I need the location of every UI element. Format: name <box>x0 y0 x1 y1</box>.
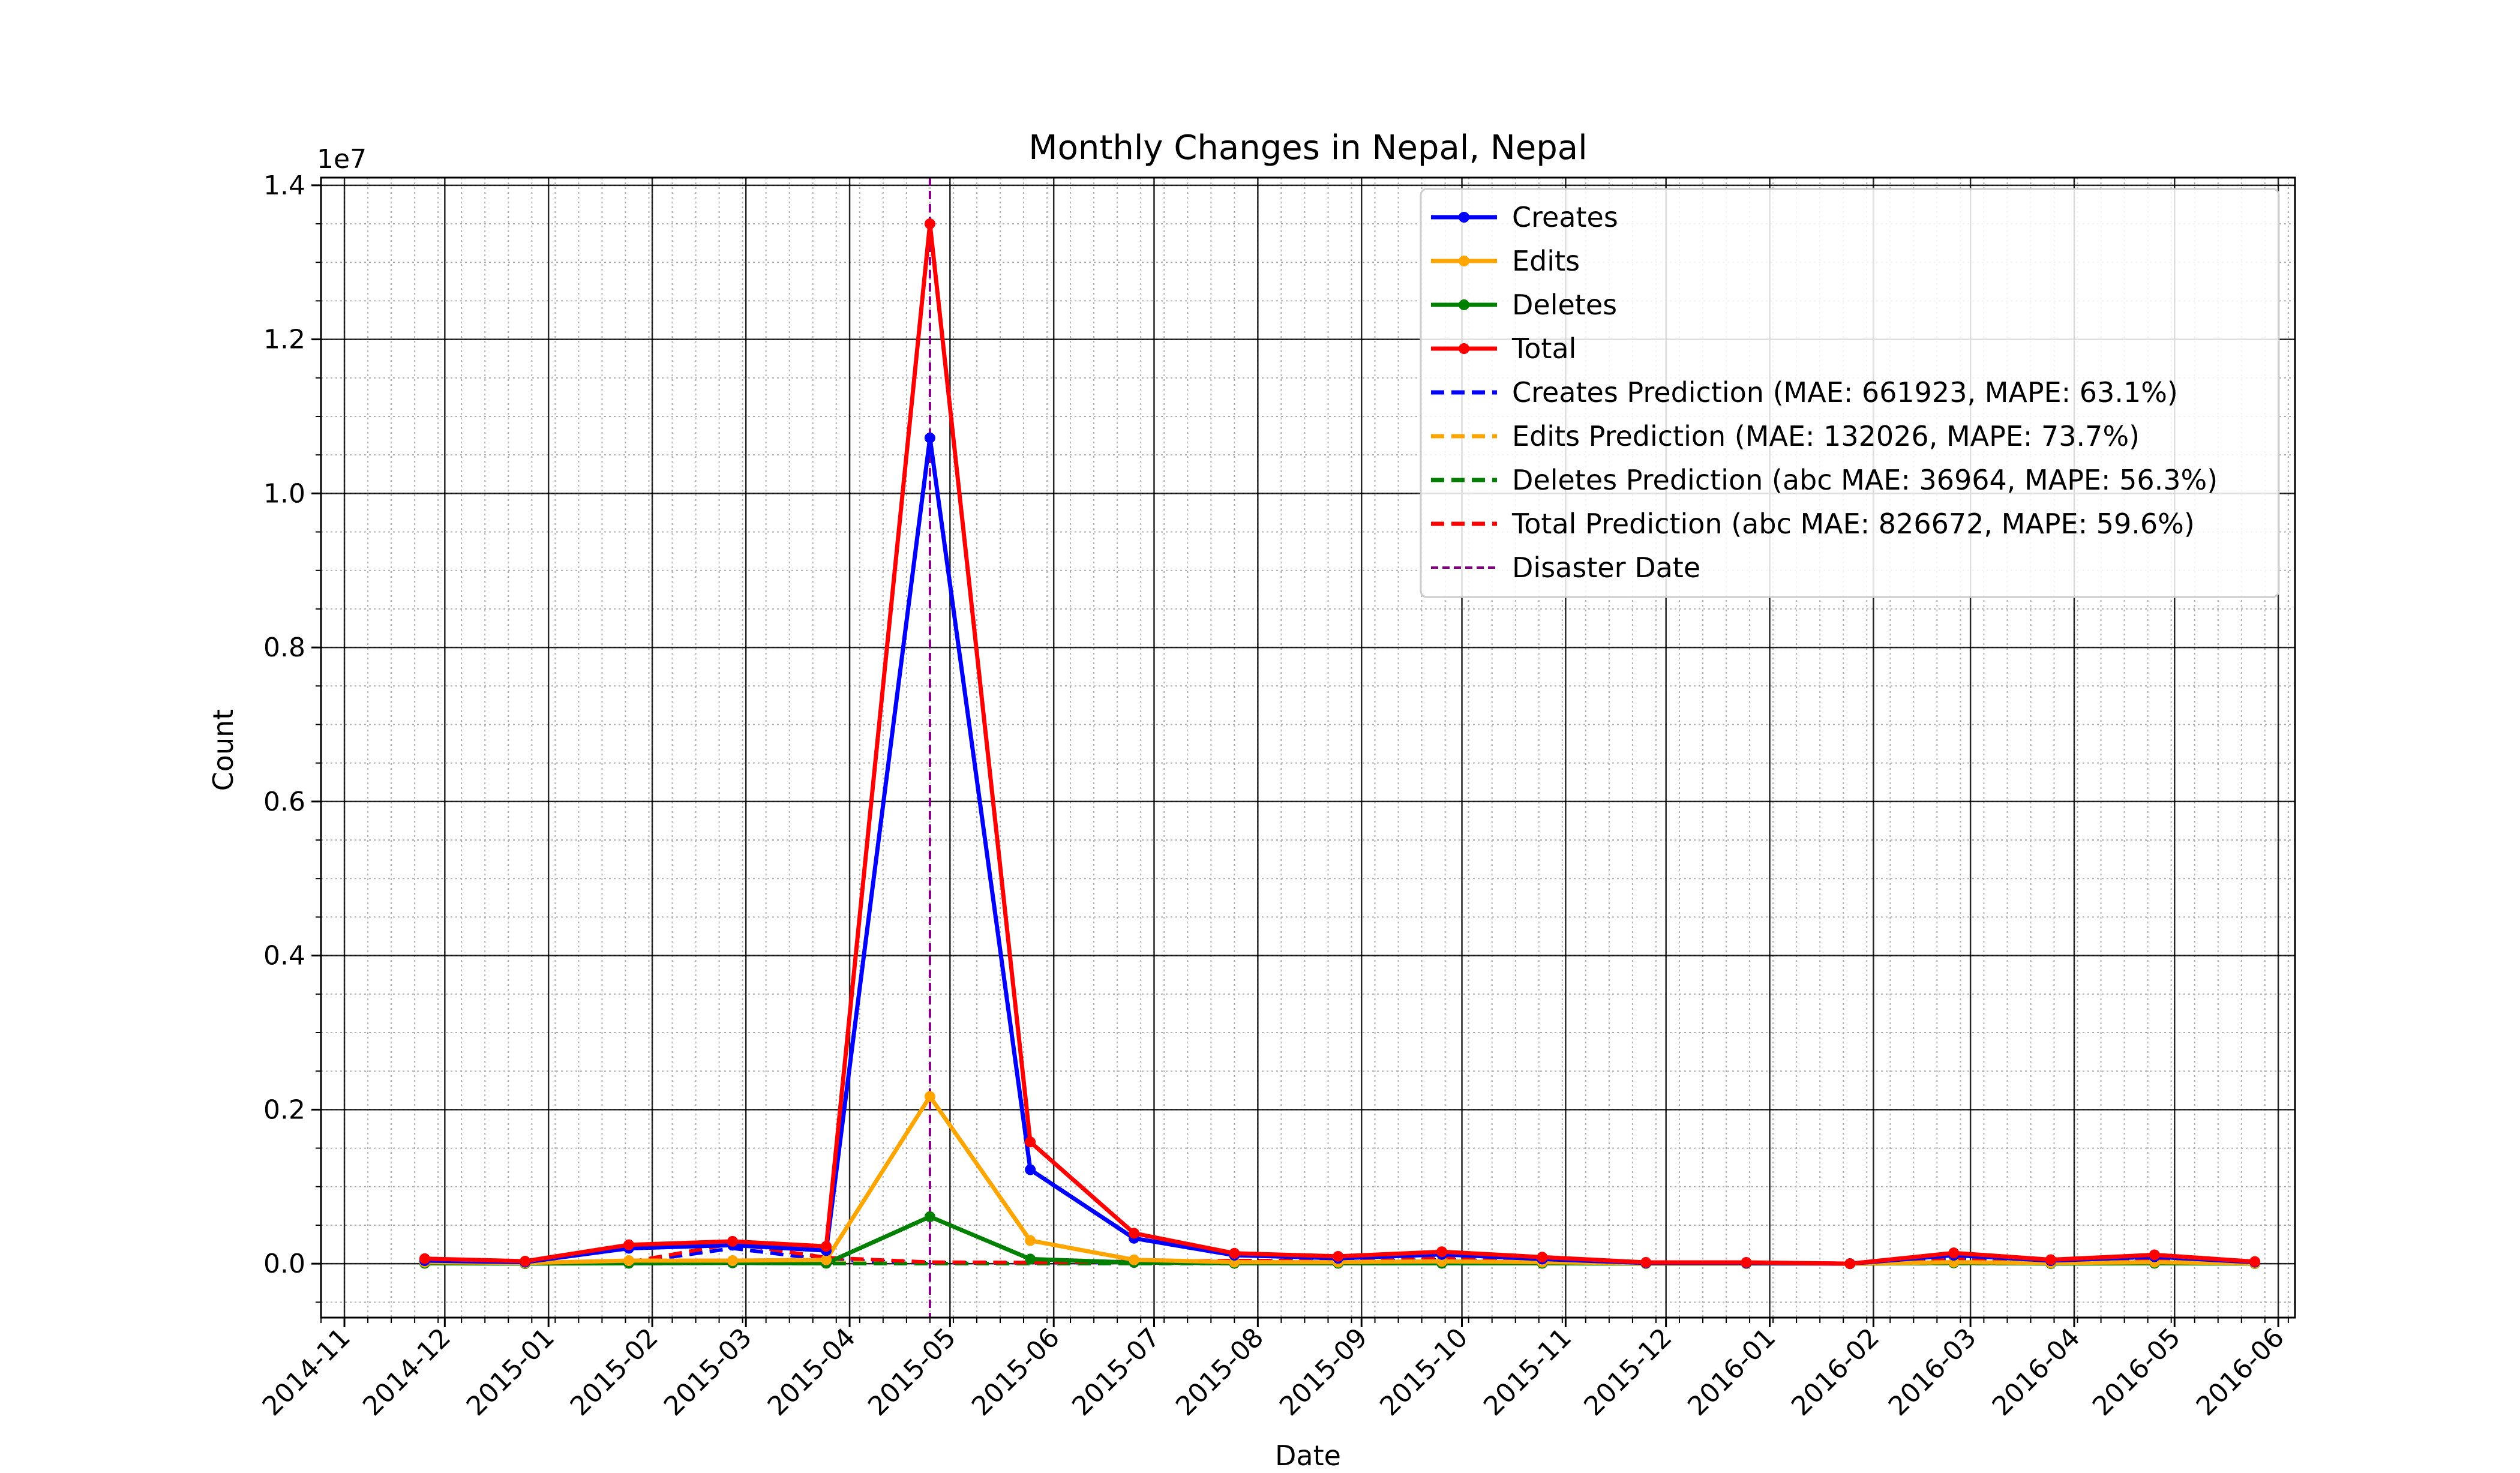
legend-entry: Edits Prediction (MAE: 132026, MAPE: 73.… <box>1431 420 2140 452</box>
data-point <box>924 218 935 230</box>
data-point <box>924 1211 935 1222</box>
y-tick-label: 0.4 <box>263 941 305 971</box>
legend-label: Total <box>1511 332 1576 365</box>
data-point <box>520 1256 531 1267</box>
legend-entry: Total <box>1431 332 1576 365</box>
legend-entry: Deletes <box>1431 289 1617 321</box>
plot-frame <box>320 176 2296 1319</box>
data-point <box>1741 1256 1752 1268</box>
legend-items: Creates Edits Deletes Total Creates Predicti… <box>1431 201 2218 584</box>
series-total <box>419 218 2261 1270</box>
series-layer <box>419 218 2261 1270</box>
legend-marker <box>1459 212 1469 223</box>
data-point <box>1129 1228 1140 1239</box>
data-point <box>727 1235 738 1247</box>
data-point <box>1537 1252 1548 1263</box>
legend-label: Total Prediction (abc MAE: 826672, MAPE:… <box>1511 508 2195 540</box>
data-point <box>623 1255 635 1266</box>
y-tick-label: 0.2 <box>263 1094 305 1125</box>
legend-marker <box>1459 256 1469 266</box>
legend-entry: Deletes Prediction (abc MAE: 36964, MAPE… <box>1431 464 2218 496</box>
legend-marker <box>1459 299 1469 310</box>
legend-label: Disaster Date <box>1512 551 1700 584</box>
data-point <box>821 1254 832 1265</box>
data-point <box>2249 1256 2261 1267</box>
legend-label: Edits Prediction (MAE: 132026, MAPE: 73.… <box>1512 420 2140 452</box>
chart-title: Monthly Changes in Nepal, Nepal <box>1028 128 1587 167</box>
data-point <box>924 432 935 443</box>
y-tick-label: 1.0 <box>263 478 305 509</box>
legend-entry: Creates Prediction (MAE: 661923, MAPE: 6… <box>1431 376 2178 409</box>
legend-entry: Disaster Date <box>1431 551 1700 584</box>
data-point <box>1129 1254 1140 1265</box>
legend-box <box>1420 188 2280 598</box>
data-point <box>1025 1136 1036 1148</box>
y-tick-label: 1.2 <box>263 325 305 355</box>
legend-label: Deletes <box>1512 289 1617 321</box>
data-point <box>1948 1247 1960 1259</box>
data-point <box>623 1239 635 1250</box>
legend-entry: Total Prediction (abc MAE: 826672, MAPE:… <box>1431 508 2195 540</box>
data-point <box>1025 1164 1036 1175</box>
data-point <box>1640 1256 1652 1268</box>
legend-entry: Edits <box>1431 245 1580 277</box>
data-point <box>924 1091 935 1102</box>
y-tick-label: 1.4 <box>263 170 305 201</box>
y-tick-label: 0.6 <box>263 787 305 817</box>
legend-label: Deletes Prediction (abc MAE: 36964, MAPE… <box>1512 464 2218 496</box>
data-point <box>1025 1253 1036 1265</box>
y-scale-label: 1e7 <box>317 144 367 175</box>
legend-label: Creates Prediction (MAE: 661923, MAPE: 6… <box>1512 376 2178 409</box>
y-tick-label: 0.0 <box>263 1249 305 1279</box>
data-point <box>1229 1247 1240 1259</box>
data-point <box>1333 1250 1344 1262</box>
data-point <box>2045 1254 2056 1265</box>
data-point <box>727 1255 738 1266</box>
data-point <box>821 1241 832 1252</box>
legend-entry: Creates <box>1431 201 1618 233</box>
data-point <box>419 1253 430 1264</box>
x-axis-label: Date <box>1275 1439 1341 1470</box>
legend-label: Edits <box>1512 245 1580 277</box>
legend: Creates Edits Deletes Total Creates Predicti… <box>1420 188 2280 598</box>
y-tick-label: 0.8 <box>263 632 305 663</box>
legend-marker <box>1459 343 1469 354</box>
data-point <box>1436 1246 1448 1258</box>
series-line <box>628 1241 2255 1266</box>
legend-label: Creates <box>1512 201 1618 233</box>
data-point <box>1025 1235 1036 1246</box>
data-point <box>2149 1249 2160 1261</box>
y-axis-label: Count <box>207 709 239 791</box>
data-point <box>1844 1258 1856 1270</box>
series-total-prediction <box>628 1241 2255 1266</box>
